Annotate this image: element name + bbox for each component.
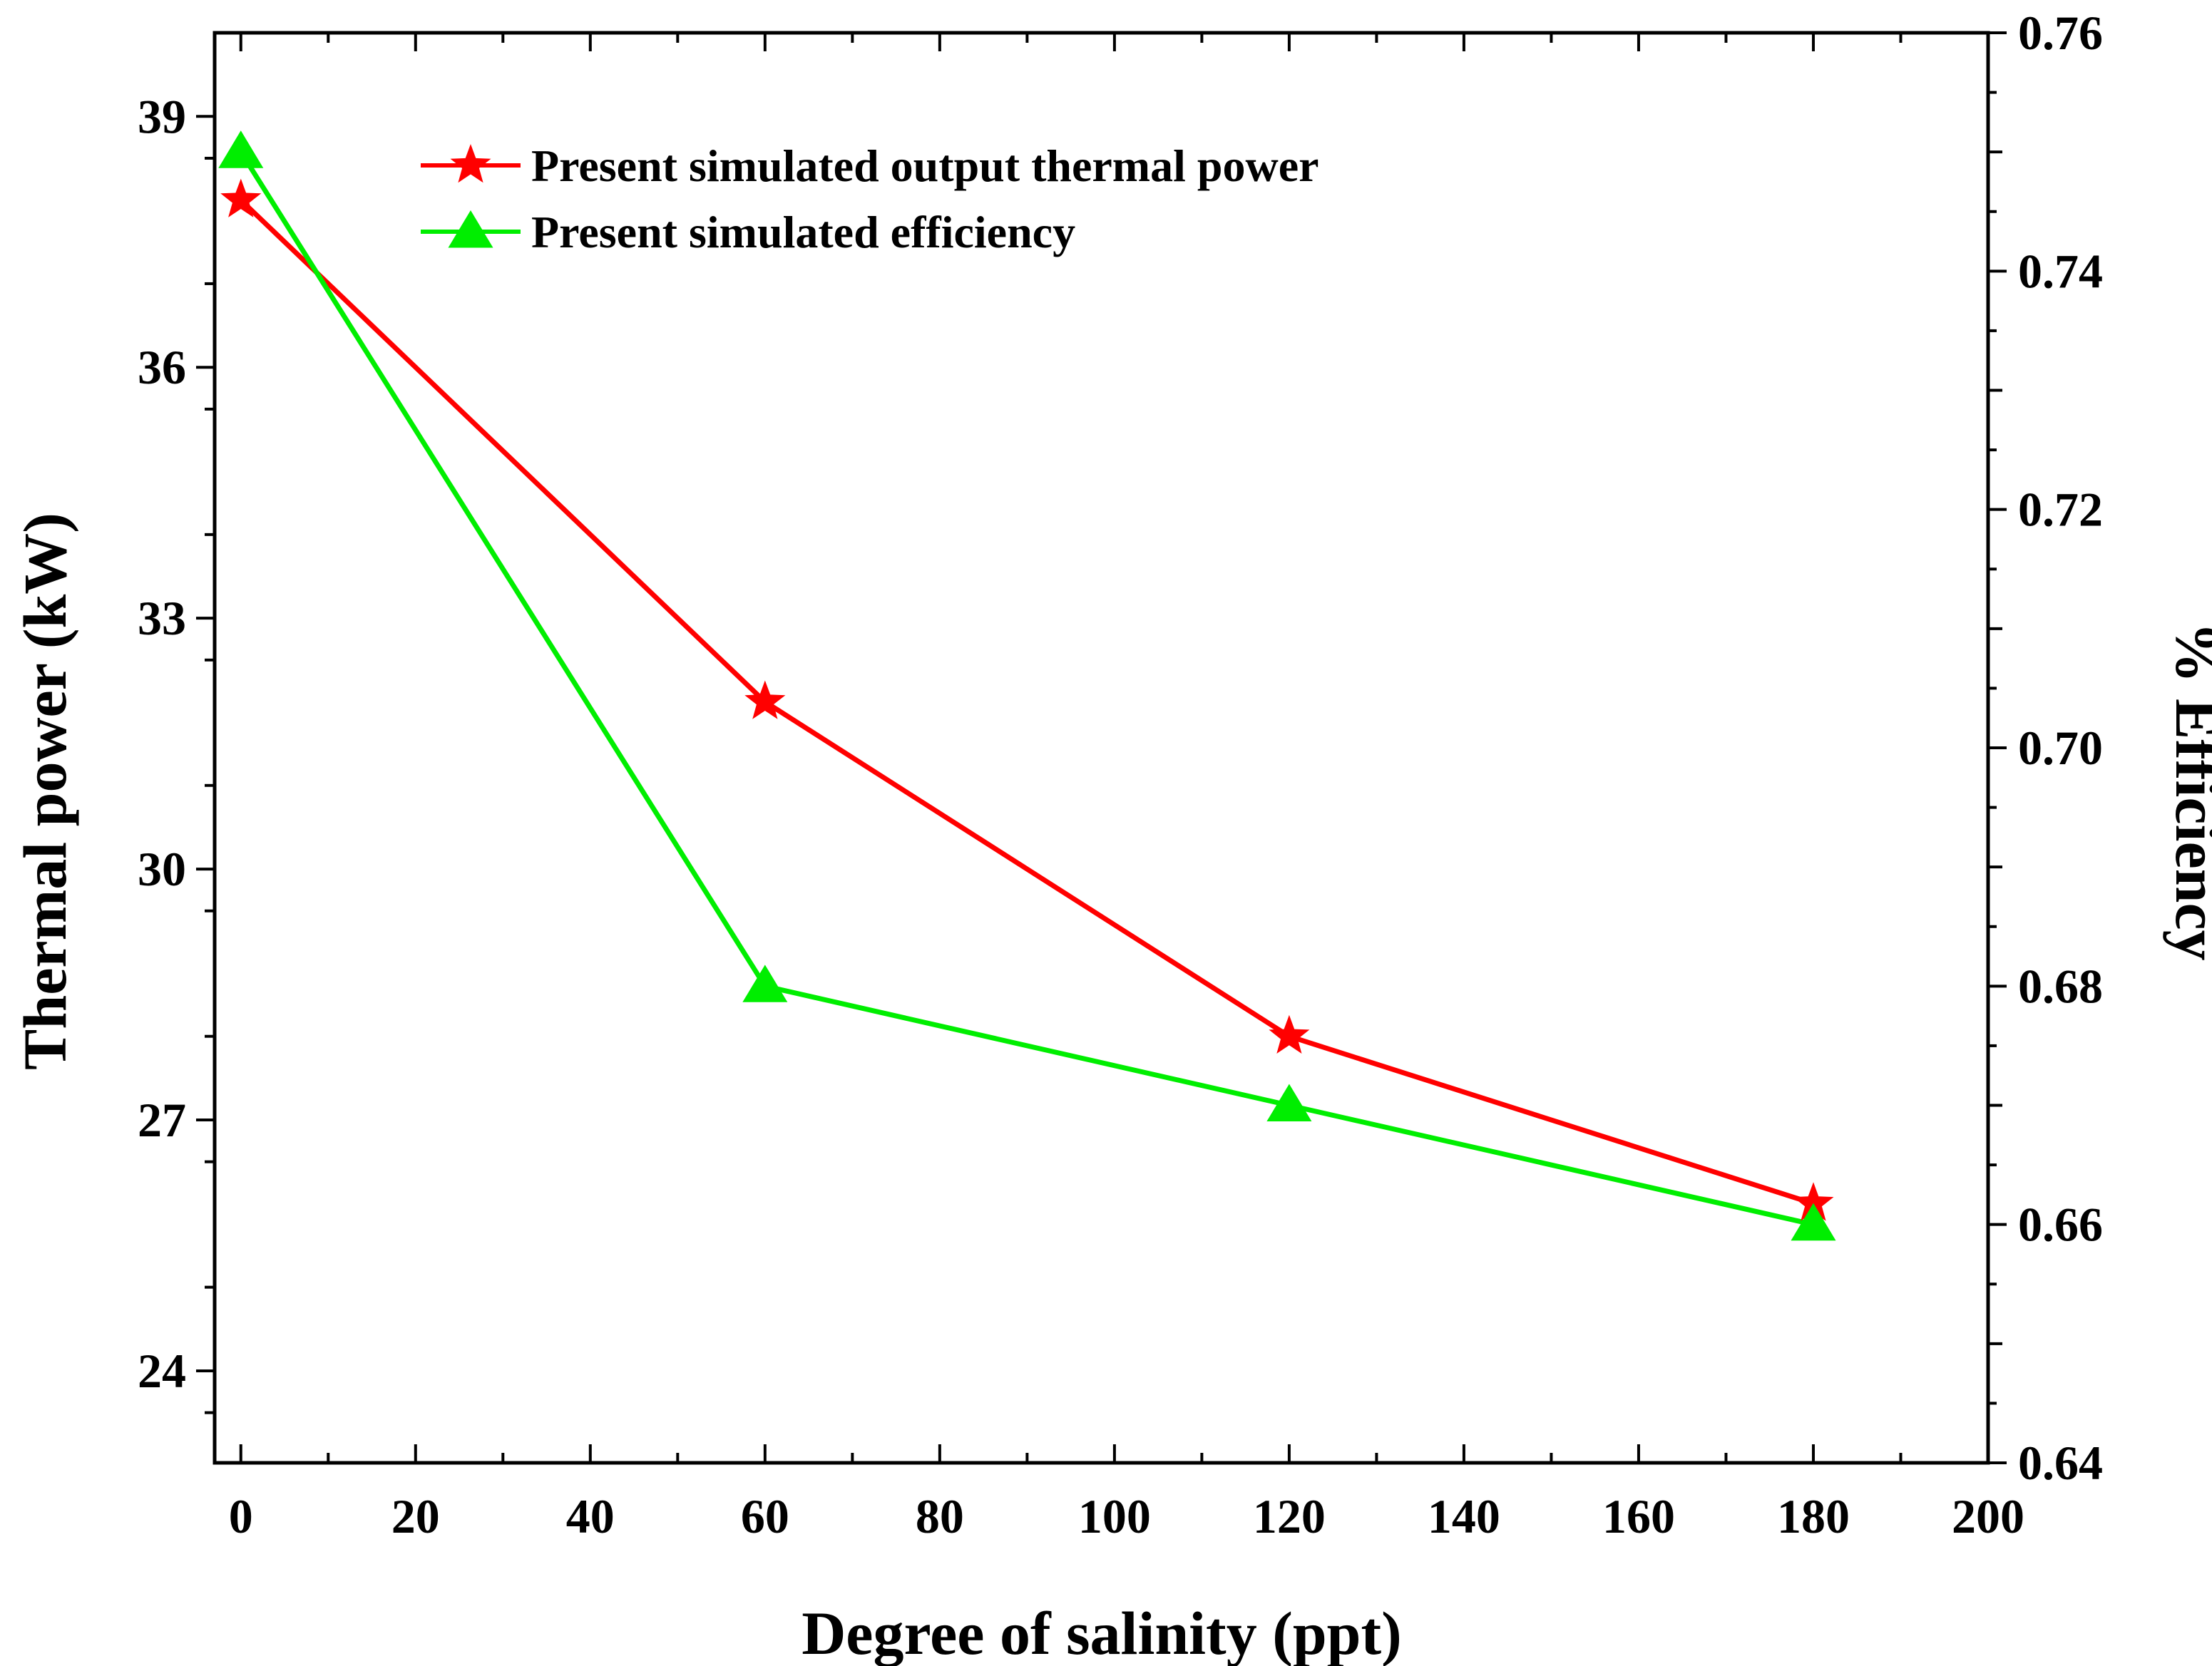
x-tick-label: 200 <box>1952 1489 2024 1543</box>
legend-star-marker <box>450 144 491 183</box>
x-tick-label: 160 <box>1602 1489 1675 1543</box>
legend: Present simulated output thermal power P… <box>421 140 1319 257</box>
right-y-tick-label: 0.70 <box>2018 721 2103 775</box>
legend-triangle-marker <box>448 210 493 248</box>
legend-item-efficiency: Present simulated efficiency <box>421 207 1075 257</box>
right-y-tick-label: 0.74 <box>2018 244 2103 298</box>
right-y-tick-label: 0.76 <box>2018 6 2103 60</box>
left-y-tick-label: 27 <box>138 1093 186 1147</box>
left-y-tick-label: 33 <box>138 591 186 645</box>
x-tick-label: 80 <box>916 1489 964 1543</box>
thermal-power-point <box>1793 1182 1834 1221</box>
thermal-power-point <box>744 680 786 719</box>
x-tick-label: 40 <box>566 1489 615 1543</box>
left-y-tick-label: 36 <box>138 340 186 394</box>
right-y-tick-label: 0.66 <box>2018 1198 2103 1252</box>
efficiency-point <box>1791 1203 1836 1241</box>
left-y-axis-title: Thermal power (kW) <box>11 513 79 1070</box>
left-y-tick-label: 24 <box>138 1344 186 1398</box>
thermal-power-line <box>239 198 1815 1206</box>
tick-labels-layer: 0 20 40 60 80 100 120 140 160 180 200 24 27 30 33 36 39 0… <box>138 6 2103 1543</box>
x-tick-label: 180 <box>1777 1489 1850 1543</box>
x-tick-label: 120 <box>1253 1489 1326 1543</box>
thermal-power-point <box>220 178 262 217</box>
series-layer <box>218 130 1836 1241</box>
efficiency-point <box>218 130 264 168</box>
efficiency-point <box>1266 1084 1312 1121</box>
x-tick-label: 100 <box>1078 1489 1151 1543</box>
x-tick-label: 140 <box>1428 1489 1500 1543</box>
efficiency-point <box>742 965 788 1002</box>
efficiency-line <box>238 150 1814 1228</box>
right-y-axis-title: % Efficiency <box>2163 622 2212 960</box>
right-y-tick-label: 0.64 <box>2018 1436 2103 1490</box>
plot-frame <box>213 31 1990 1465</box>
x-axis-title: Degree of salinity (ppt) <box>802 1599 1402 1666</box>
x-tick-label: 60 <box>741 1489 789 1543</box>
ticks-layer <box>196 31 2007 1464</box>
x-tick-label: 20 <box>391 1489 440 1543</box>
legend-label-efficiency: Present simulated efficiency <box>531 207 1075 257</box>
left-y-tick-label: 39 <box>138 89 186 143</box>
legend-label-thermal-power: Present simulated output thermal power <box>531 140 1319 191</box>
legend-item-thermal-power: Present simulated output thermal power <box>421 140 1319 191</box>
x-tick-label: 0 <box>229 1489 253 1543</box>
right-y-tick-label: 0.68 <box>2018 959 2103 1013</box>
right-y-tick-label: 0.72 <box>2018 483 2103 537</box>
left-y-tick-label: 30 <box>138 842 186 896</box>
thermal-power-point <box>1269 1014 1310 1054</box>
